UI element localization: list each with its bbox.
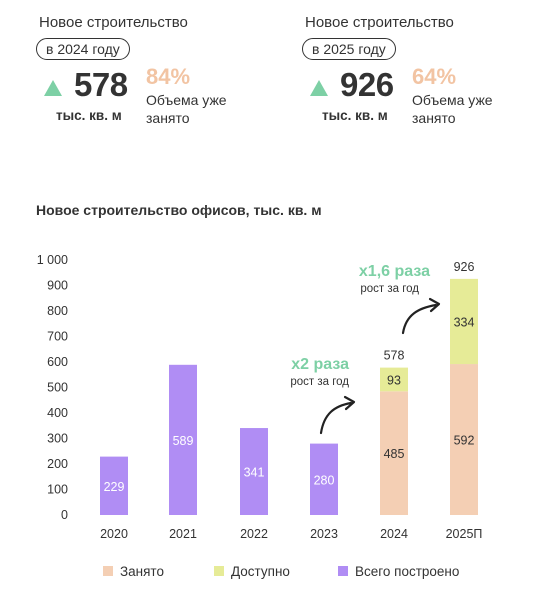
legend-item-built: Всего построено (338, 562, 459, 580)
x-tick-label: 2025П (446, 527, 483, 541)
bar-value-label: 592 (454, 434, 475, 448)
kpi-description: Объема уже занято (412, 92, 493, 126)
bar-value-label: 485 (384, 447, 405, 461)
y-tick-label: 0 (61, 508, 68, 522)
kpi-value: 578 (74, 66, 128, 103)
bar-occupied (450, 364, 478, 515)
kpi-percent: 84% (146, 64, 191, 89)
bar-value-label: 341 (244, 466, 265, 480)
bar-value-label: 589 (173, 434, 194, 448)
legend-swatch (103, 566, 113, 576)
growth-annotation: x1,6 раза (359, 263, 430, 280)
arrow-head-icon (428, 297, 441, 313)
legend-swatch (338, 566, 348, 576)
y-tick-label: 800 (47, 304, 68, 318)
curved-arrow-icon (401, 303, 438, 335)
kpi-description: Объема уже занято (146, 92, 227, 126)
bar-built (100, 456, 128, 515)
arrow-head-icon (343, 395, 356, 411)
bar-available (380, 367, 408, 392)
legend-item-available: Доступно (214, 562, 290, 580)
kpi-percent: 64% (412, 64, 457, 89)
bar-available (450, 278, 478, 365)
growth-annotation-subtext: рост за год (360, 283, 419, 295)
kpi-unit: тыс. кв. м (56, 108, 122, 123)
y-tick-label: 700 (47, 330, 68, 344)
growth-annotation: x2 раза (291, 356, 349, 373)
legend-label: Доступно (231, 563, 290, 579)
bar-value-label: 93 (387, 373, 401, 387)
triangle-up-icon (44, 80, 62, 96)
kpi-period-badge: в 2024 году (36, 38, 130, 60)
y-tick-label: 200 (47, 457, 68, 471)
x-tick-label: 2021 (169, 527, 197, 541)
kpi-value: 926 (340, 66, 394, 103)
y-tick-label: 900 (47, 279, 68, 293)
y-tick-label: 400 (47, 406, 68, 420)
bar-chart: 0 100 200 300 400 500 600 700 800 900 1 000 2020 202… (37, 253, 483, 541)
legend-swatch (214, 566, 224, 576)
x-tick-label: 2022 (240, 527, 268, 541)
bar-value-label: 229 (104, 480, 125, 494)
kpi-unit: тыс. кв. м (322, 108, 388, 123)
bar-value-label: 334 (454, 315, 475, 329)
bar-built (310, 443, 338, 515)
kpi-title: Новое строительство (305, 14, 454, 31)
bar-built (169, 364, 197, 515)
legend-label: Занято (120, 563, 164, 579)
bar-built (240, 428, 268, 515)
bar-value-label: 280 (314, 473, 335, 487)
curved-arrow-icon (319, 401, 353, 435)
bar-total-label: 578 (384, 349, 405, 363)
kpi-period-badge: в 2025 году (302, 38, 396, 60)
x-tick-label: 2020 (100, 527, 128, 541)
legend-item-occupied: Занято (103, 562, 164, 580)
legend-label: Всего построено (355, 563, 460, 579)
y-tick-label: 500 (47, 381, 68, 395)
bar-occupied (380, 391, 408, 515)
x-tick-label: 2023 (310, 527, 338, 541)
y-tick-label: 1 000 (37, 253, 68, 267)
triangle-up-icon (310, 80, 328, 96)
y-tick-label: 100 (47, 483, 68, 497)
chart-title: Новое строительство офисов, тыс. кв. м (36, 202, 322, 218)
y-tick-label: 300 (47, 432, 68, 446)
kpi-title: Новое строительство (39, 14, 188, 31)
x-tick-label: 2024 (380, 527, 408, 541)
growth-annotation-subtext: рост за год (290, 376, 349, 388)
bar-total-label: 926 (454, 260, 475, 274)
y-tick-label: 600 (47, 355, 68, 369)
